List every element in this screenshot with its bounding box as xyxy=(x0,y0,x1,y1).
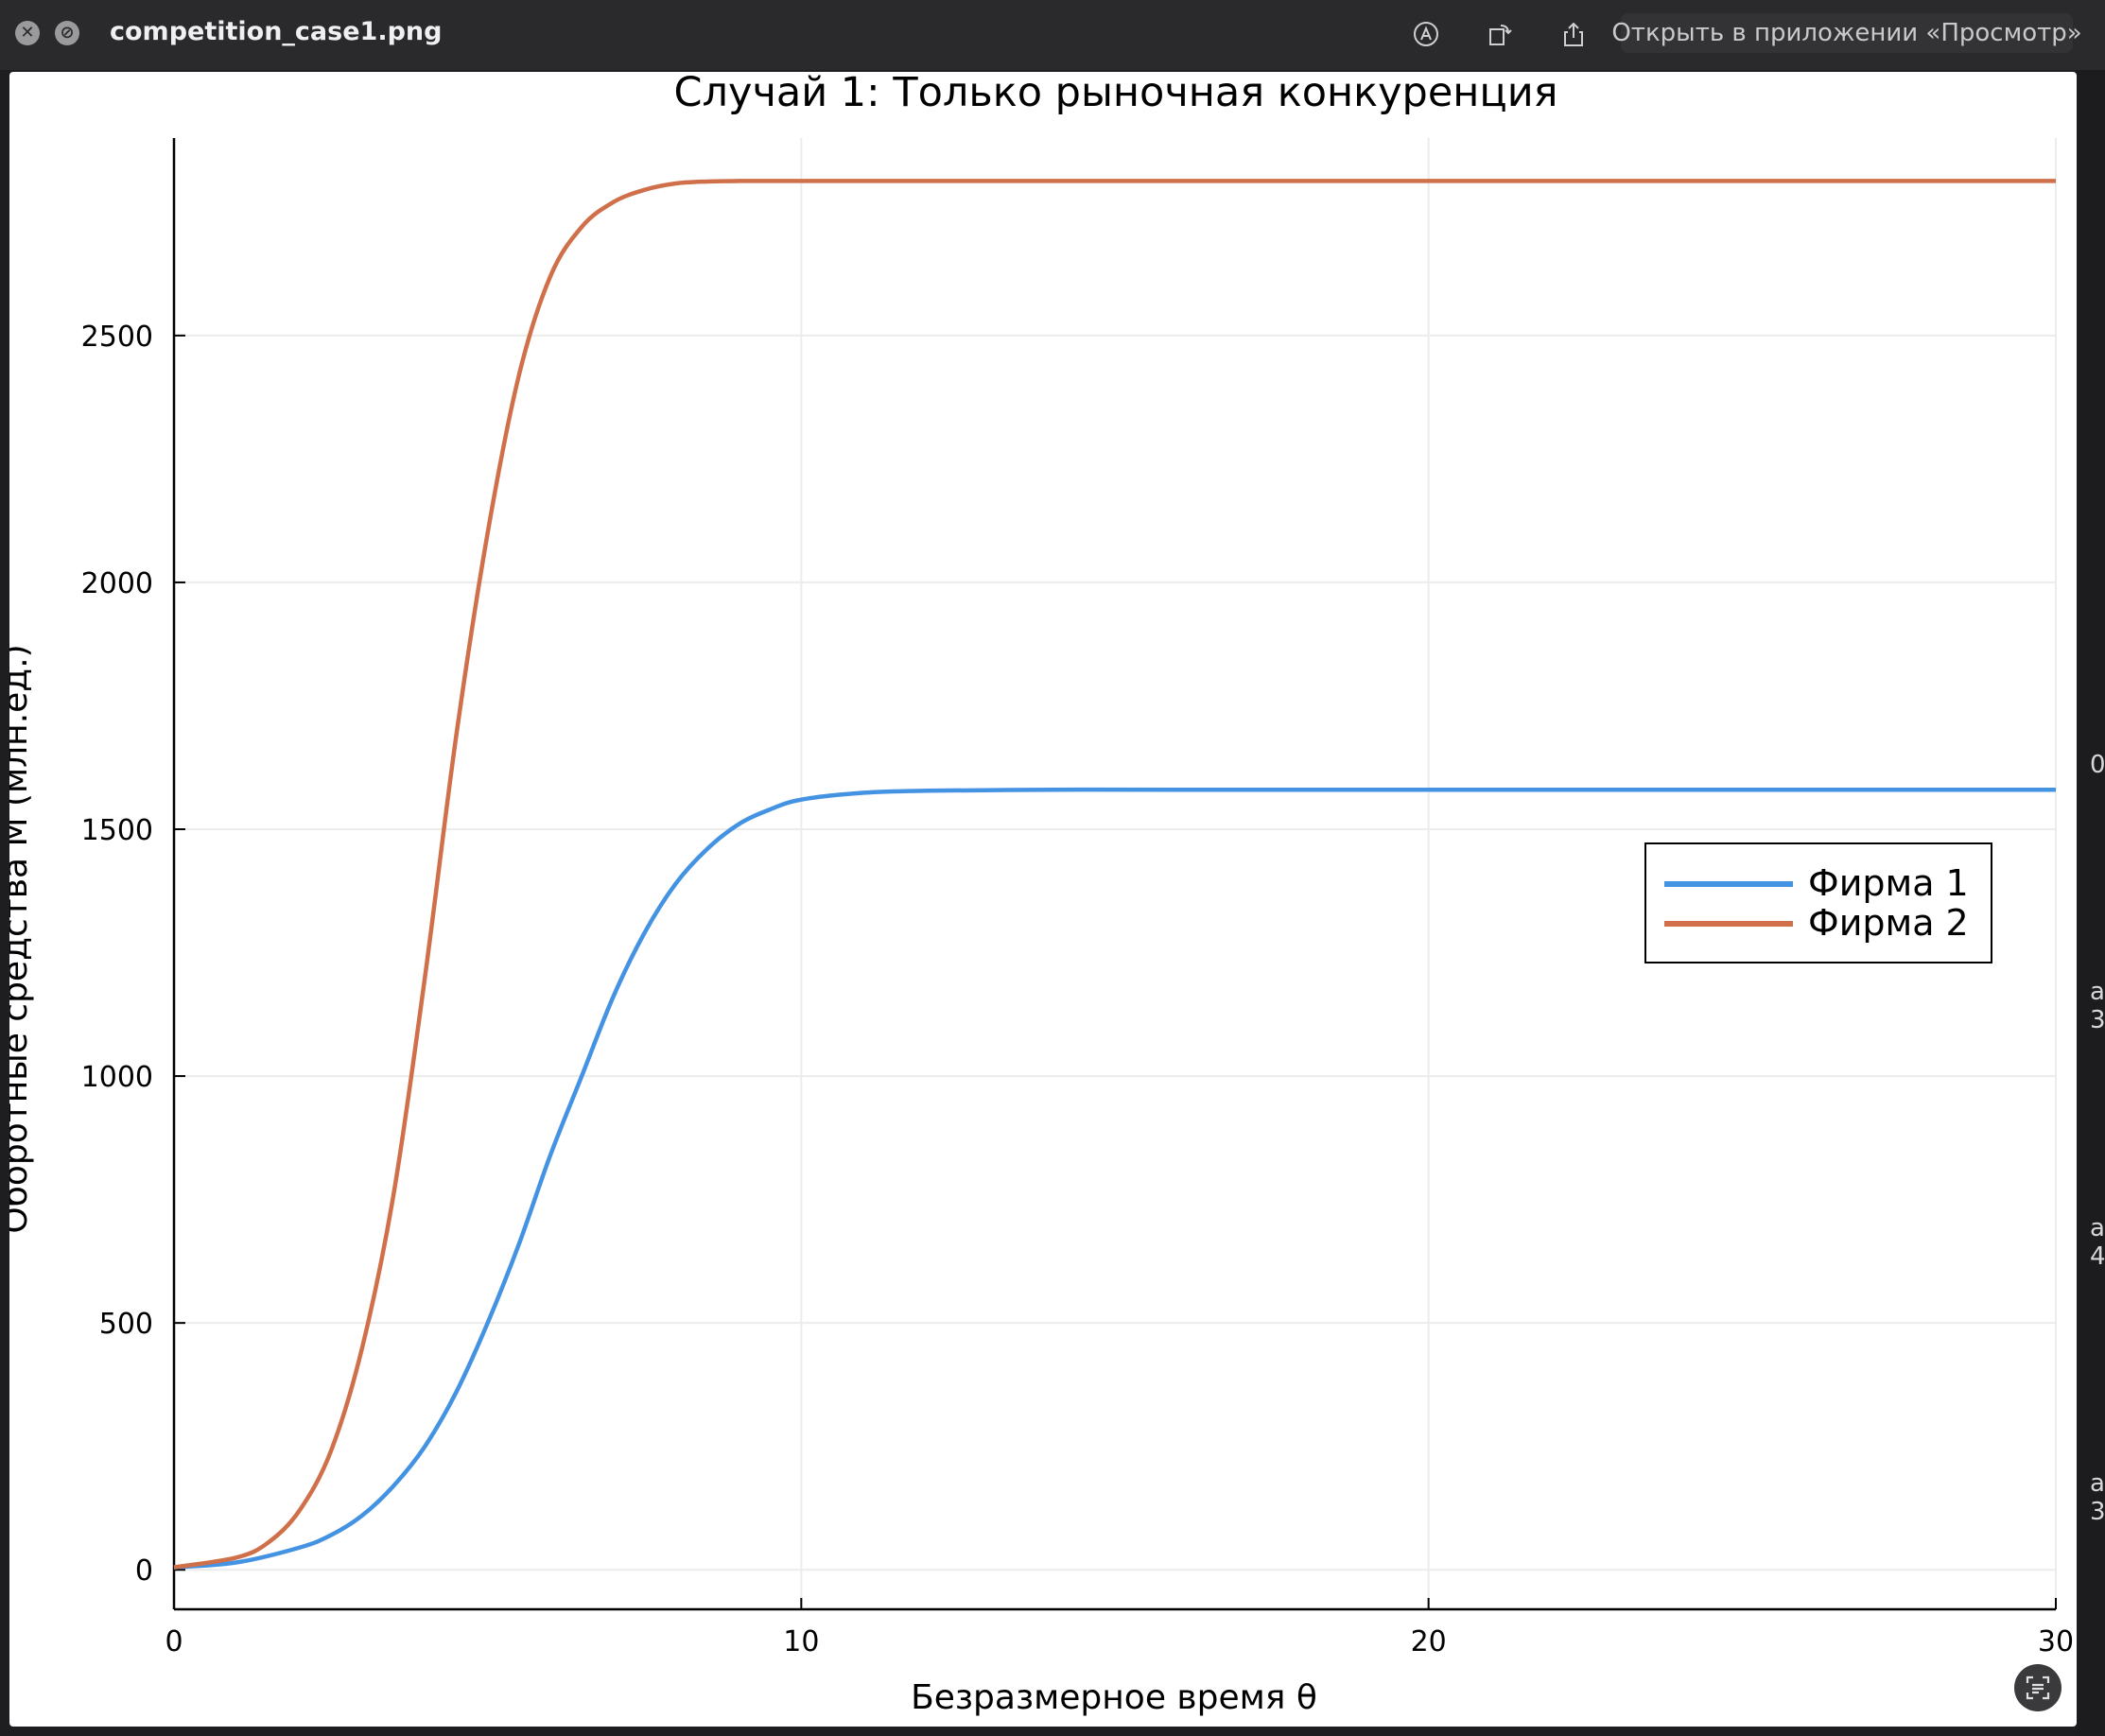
legend-label-firm-1: Фирма 1 xyxy=(1808,862,1969,904)
rotate-icon[interactable] xyxy=(1483,17,1517,51)
x-tick-label: 0 xyxy=(165,1625,183,1658)
series-line-firm-2 xyxy=(173,179,2056,1570)
legend-box xyxy=(1644,842,1992,963)
background-window-edge: 0 а 3 а 4 а 3 xyxy=(2077,70,2105,1736)
stop-icon[interactable]: ⊘ xyxy=(55,21,79,45)
image-canvas: 0 10 20 30 0 500 1000 1500 2000 2500 Случай 1: То… xyxy=(9,72,2077,1727)
window-title: competition_case1.png xyxy=(110,17,443,46)
live-text-icon[interactable] xyxy=(2014,1664,2062,1711)
y-tick-label: 500 xyxy=(99,1308,153,1341)
x-axis-label: Безразмерное время θ xyxy=(911,1678,1317,1717)
line-chart: 0 10 20 30 0 500 1000 1500 2000 2500 Случай 1: То… xyxy=(9,72,2074,1717)
y-tick-label: 1500 xyxy=(81,814,153,847)
open-in-preview-button[interactable]: Открыть в приложении «Просмотр» xyxy=(1611,13,2082,53)
x-tick-label: 20 xyxy=(1411,1625,1447,1658)
y-axis-label: Оборотные средства M (млн.ед.) xyxy=(9,644,35,1233)
series-lines xyxy=(173,179,2056,1570)
y-tick-label: 1000 xyxy=(81,1061,153,1094)
y-tick-label: 0 xyxy=(135,1554,153,1588)
legend-label-firm-2: Фирма 2 xyxy=(1808,902,1969,944)
legend: Фирма 1 Фирма 2 xyxy=(1644,842,1992,963)
y-tick-label: 2000 xyxy=(81,567,153,600)
chart-title: Случай 1: Только рыночная конкуренция xyxy=(673,72,1557,116)
x-tick-label: 10 xyxy=(783,1625,819,1658)
y-tick-label: 2500 xyxy=(81,321,153,354)
window-titlebar: ✕ ⊘ competition_case1.png Открыть в прил… xyxy=(0,0,2105,70)
markup-icon[interactable] xyxy=(1409,17,1443,51)
x-tick-label: 30 xyxy=(2038,1625,2074,1658)
share-icon[interactable] xyxy=(1557,17,1591,51)
axes: 0 10 20 30 0 500 1000 1500 2000 2500 xyxy=(81,138,2074,1658)
close-icon[interactable]: ✕ xyxy=(15,21,40,45)
series-line-firm-1 xyxy=(173,787,2056,1570)
